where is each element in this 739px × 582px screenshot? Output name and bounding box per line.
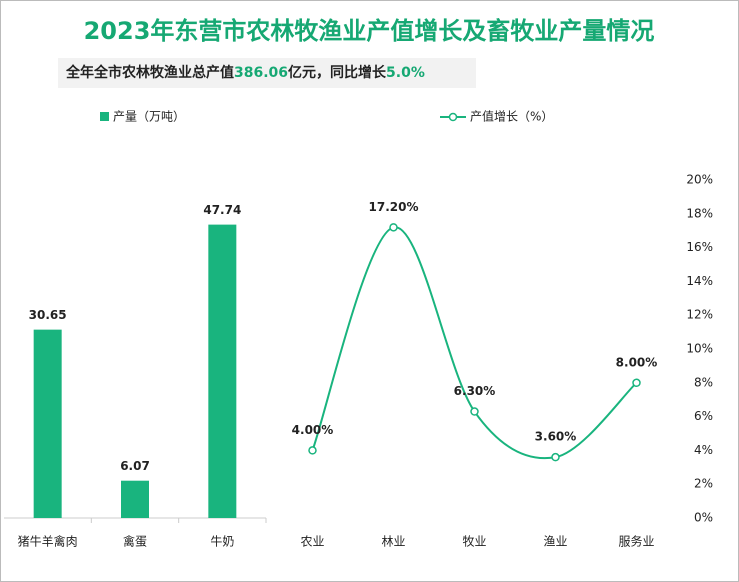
y2-tick-label: 18%: [686, 206, 713, 220]
data-label: 17.20%: [369, 200, 419, 214]
y2-tick-label: 8%: [694, 375, 713, 389]
x-tick-label: 牛奶: [210, 534, 234, 549]
legend-swatch: [100, 112, 109, 121]
y2-tick-label: 14%: [686, 274, 713, 288]
subtitle-text: 亿元，同比增长: [288, 64, 387, 81]
x-tick-label: 牧业: [462, 535, 486, 549]
page-title: 2023年东营市农林牧渔业产值增长及畜牧业产量情况: [84, 17, 655, 45]
subtitle: 全年全市农林牧渔业总产值386.06亿元，同比增长5.0%: [65, 64, 425, 81]
subtitle-number: 5.0%: [386, 65, 425, 81]
x-tick-label: 农业: [300, 535, 324, 549]
y2-tick-label: 2%: [694, 477, 713, 491]
bar: [208, 224, 237, 518]
x-tick-label: 渔业: [543, 535, 567, 549]
legend-label: 产值增长（%）: [470, 109, 553, 124]
subtitle-number: 386.06: [234, 65, 288, 81]
point: [632, 378, 641, 388]
legend-marker: [448, 112, 458, 122]
point: [389, 223, 398, 232]
y2-tick-label: 16%: [686, 240, 713, 254]
x-tick-label: 猪牛羊禽肉: [18, 534, 78, 549]
y2-tick-label: 4%: [694, 443, 713, 457]
data-label: 4.00%: [292, 423, 334, 437]
y2-tick-label: 20%: [686, 173, 713, 187]
x-tick-label: 禽蛋: [123, 534, 147, 549]
y2-tick-label: 10%: [686, 342, 713, 356]
data-label: 3.60%: [535, 430, 577, 444]
subtitle-box: [58, 58, 476, 88]
point: [551, 452, 560, 462]
bar: [121, 480, 149, 518]
data-label: 6.30%: [454, 384, 496, 398]
bar: [33, 329, 62, 518]
y2-tick-label: 6%: [694, 409, 713, 423]
x-tick-label: 林业: [381, 535, 405, 549]
point: [308, 446, 317, 455]
point: [470, 407, 479, 416]
data-label: 8.00%: [616, 355, 658, 369]
x-tick-label: 服务业: [618, 534, 654, 549]
legend-label: 产量（万吨）: [113, 110, 185, 124]
data-label: 47.74: [203, 203, 241, 217]
data-label: 6.07: [120, 459, 150, 473]
data-label: 30.65: [29, 308, 67, 322]
y2-tick-label: 12%: [686, 308, 713, 322]
subtitle-text: 全年全市农林牧渔业总产值: [65, 64, 234, 81]
line: [311, 226, 638, 460]
y2-tick-label: 0%: [694, 511, 713, 525]
